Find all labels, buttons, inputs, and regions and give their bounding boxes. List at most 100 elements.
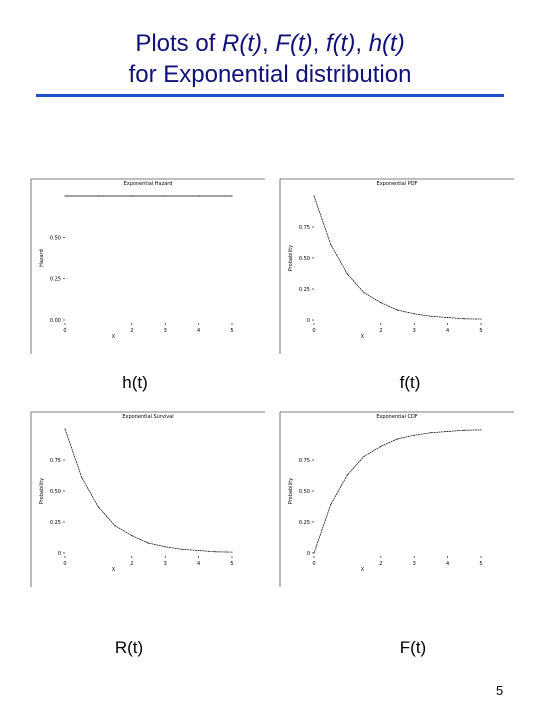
data-point <box>346 273 348 275</box>
caption-hazard: h(t) <box>122 373 148 392</box>
x-tick-label: 5 <box>479 561 482 567</box>
caption-pdf: f(t) <box>399 373 421 392</box>
y-tick-label: 0.25 <box>299 520 310 526</box>
data-point <box>413 313 415 315</box>
data-point <box>346 474 348 476</box>
hazard-chart-panel: Exponential Hazard Hazard X 0.00 0.25 0.50 0 2 3… <box>29 178 267 354</box>
x-tick-label: 0 <box>63 561 66 567</box>
data-point <box>164 195 166 197</box>
data-point <box>64 428 66 430</box>
y-tick-label: 0.50 <box>50 235 61 241</box>
data-point <box>447 430 449 432</box>
data-point <box>97 195 99 197</box>
data-point <box>330 243 332 245</box>
x-tick-label: 4 <box>446 561 449 567</box>
y-axis-label: Probability <box>39 478 45 504</box>
x-tick-label: 0 <box>63 328 66 334</box>
data-point <box>114 525 116 527</box>
data-point <box>380 445 382 447</box>
data-point <box>397 309 398 311</box>
y-tick-label: 0.50 <box>50 489 61 495</box>
x-tick-label: 3 <box>413 561 416 567</box>
title-func-pdf: f(t) <box>326 30 356 57</box>
series-line <box>64 428 233 553</box>
data-point <box>198 195 200 197</box>
data-point <box>363 455 365 457</box>
x-tick-label: 5 <box>230 561 233 567</box>
page-number: 5 <box>496 683 504 698</box>
data-point <box>97 506 99 508</box>
x-tick-label: 5 <box>230 328 233 334</box>
x-tick-label: 3 <box>164 328 167 334</box>
y-tick-label: 0.25 <box>299 287 310 293</box>
slide-title-line-2: for Exponential distribution <box>128 61 412 88</box>
data-point <box>81 476 83 478</box>
y-tick-label: 0.75 <box>299 458 310 464</box>
data-point <box>198 550 200 552</box>
y-tick-label: 0 <box>307 551 310 557</box>
survival-chart: Exponential Survival Probability X 0 0.25 0.5… <box>30 411 265 587</box>
data-point <box>164 546 166 548</box>
y-tick-label: 0.75 <box>299 225 310 231</box>
y-tick-label: 0.50 <box>299 256 310 262</box>
data-point <box>430 315 432 317</box>
x-axis-label: X <box>112 567 116 573</box>
caption-cdf: F(t) <box>399 638 427 657</box>
series-line <box>313 195 482 320</box>
x-tick-label: 3 <box>164 561 167 567</box>
hazard-chart: Exponential Hazard Hazard X 0.00 0.25 0.50 0 2 3… <box>30 178 265 354</box>
y-tick-label: 0.50 <box>299 489 310 495</box>
chart-title: Exponential Survival <box>122 414 173 420</box>
data-point <box>380 302 382 304</box>
data-point <box>148 542 149 544</box>
x-tick-label: 2 <box>379 561 382 567</box>
x-tick-label: 4 <box>197 561 200 567</box>
data-point <box>480 429 482 431</box>
x-tick-label: 3 <box>413 328 416 334</box>
chart-title: Exponential PDF <box>377 181 418 187</box>
x-tick-label: 2 <box>379 328 382 334</box>
y-axis-label: Hazard <box>39 249 45 267</box>
data-point <box>447 317 449 319</box>
data-point <box>231 195 233 197</box>
x-tick-label: 4 <box>446 328 449 334</box>
y-tick-label: 0.00 <box>50 318 61 324</box>
x-tick-label: 0 <box>312 561 315 567</box>
title-func-r: R(t) <box>222 30 263 57</box>
data-point <box>480 318 482 320</box>
x-tick-label: 5 <box>479 328 482 334</box>
pdf-chart-panel: Exponential PDF Probability X 0 0.25 0.50 0.75… <box>278 178 516 354</box>
data-point <box>131 535 133 537</box>
data-point <box>313 195 315 197</box>
chart-title: Exponential Hazard <box>124 181 173 187</box>
data-point <box>397 438 398 440</box>
y-axis-label: Probability <box>288 245 294 271</box>
title-func-cdf: F(t) <box>275 30 313 57</box>
x-axis-label: X <box>361 334 365 340</box>
y-tick-label: 0.25 <box>50 520 61 526</box>
data-point <box>363 292 365 294</box>
data-point <box>413 434 415 436</box>
data-point <box>330 504 332 506</box>
x-tick-label: 2 <box>130 561 133 567</box>
y-tick-label: 0 <box>58 551 61 557</box>
data-point <box>131 195 133 197</box>
y-tick-label: 0.75 <box>50 458 61 464</box>
slide-title: Plots of R(t), F(t), f(t), h(t) for Expo… <box>0 28 540 90</box>
y-tick-label: 0 <box>307 318 310 324</box>
data-point <box>463 429 465 431</box>
title-underline <box>36 94 504 97</box>
data-point <box>64 195 66 197</box>
series-line <box>313 429 482 554</box>
data-point <box>231 551 233 553</box>
title-func-hazard: h(t) <box>368 30 405 57</box>
caption-survival: R(t) <box>114 638 144 657</box>
data-point <box>181 548 183 550</box>
x-tick-label: 0 <box>312 328 315 334</box>
data-point <box>214 551 216 553</box>
y-axis-label: Probability <box>288 478 294 504</box>
cdf-chart: Exponential CDF Probability X 0 0.25 0.50 0.75… <box>279 411 514 587</box>
pdf-chart: Exponential PDF Probability X 0 0.25 0.50 0.75… <box>279 178 514 354</box>
chart-title: Exponential CDF <box>376 414 417 420</box>
data-point <box>463 318 465 320</box>
